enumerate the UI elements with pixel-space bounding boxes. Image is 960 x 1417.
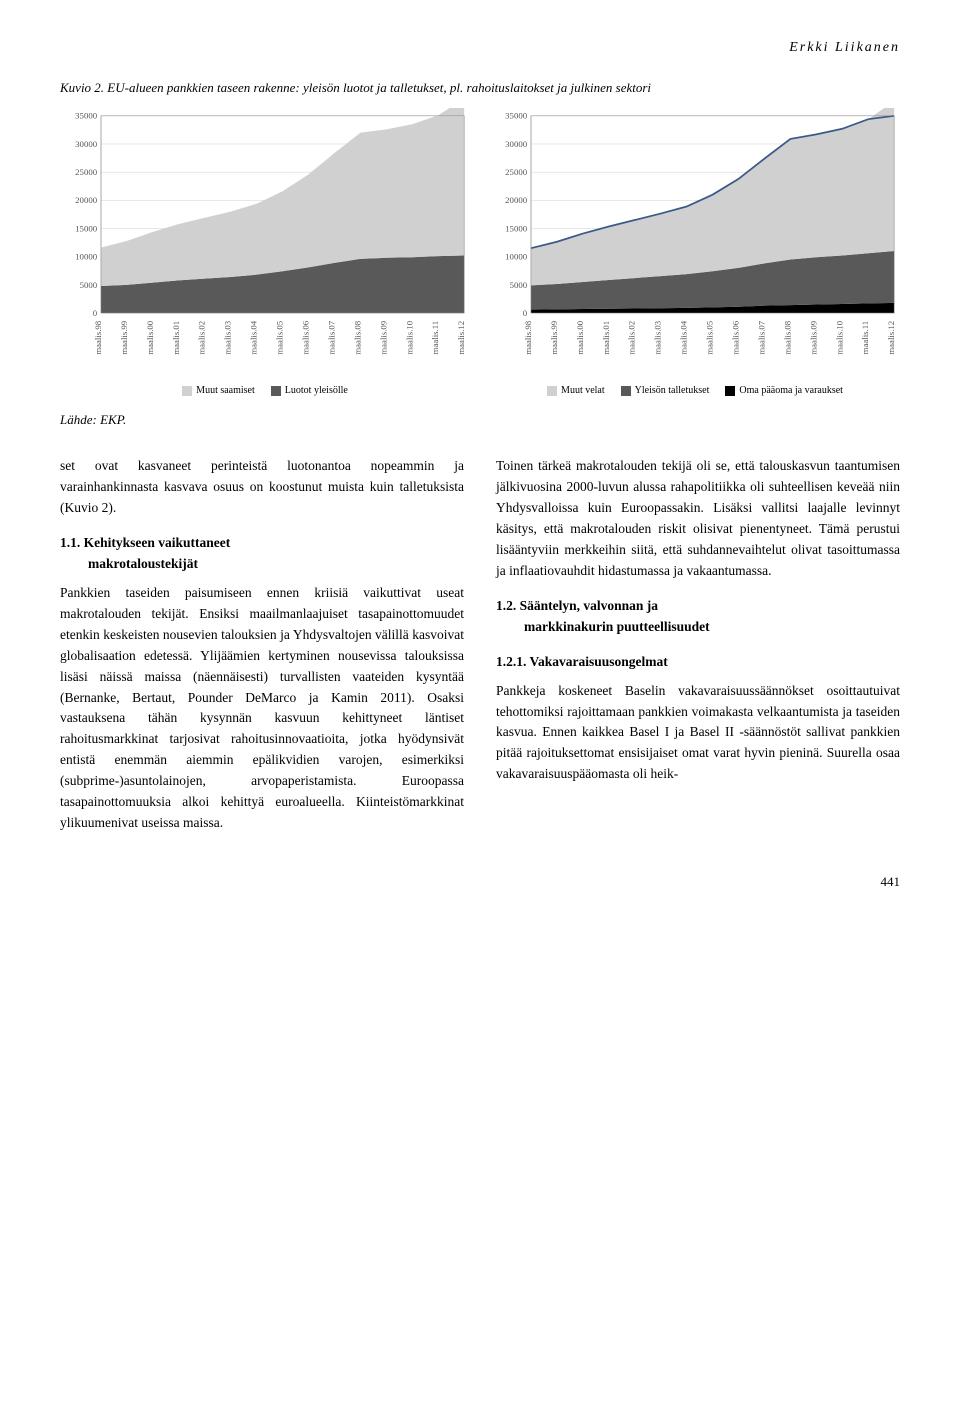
svg-text:25000: 25000: [505, 167, 528, 177]
figure-source: Lähde: EKP.: [60, 412, 900, 428]
svg-text:maalis.99: maalis.99: [119, 320, 129, 354]
legend-item: Oma pääoma ja varaukset: [725, 385, 843, 396]
svg-text:maalis.11: maalis.11: [430, 321, 440, 355]
chart-left-legend: Muut saamiset Luotot yleisölle: [60, 385, 470, 396]
heading-1-2-1: 1.2.1. Vakavaraisuusongelmat: [496, 652, 900, 673]
body-columns: set ovat kasvaneet perinteistä luotonant…: [60, 456, 900, 834]
legend-item: Luotot yleisölle: [271, 385, 348, 396]
heading-1-1-line2: makrotaloustekijät: [88, 556, 198, 571]
legend-label: Yleisön talletukset: [635, 385, 710, 396]
svg-text:25000: 25000: [75, 167, 98, 177]
svg-text:maalis.08: maalis.08: [782, 320, 792, 354]
svg-text:maalis.01: maalis.01: [601, 321, 611, 355]
svg-text:maalis.08: maalis.08: [352, 320, 362, 354]
svg-text:maalis.06: maalis.06: [731, 320, 741, 354]
svg-text:maalis.04: maalis.04: [249, 320, 259, 354]
svg-text:15000: 15000: [505, 223, 528, 233]
body-p2: Pankkien taseiden paisumiseen ennen krii…: [60, 583, 464, 834]
svg-text:maalis.00: maalis.00: [145, 320, 155, 354]
svg-text:maalis.07: maalis.07: [756, 320, 766, 354]
page-number: 441: [60, 874, 900, 890]
legend-label: Muut velat: [561, 385, 605, 396]
svg-text:maalis.12: maalis.12: [886, 321, 896, 355]
svg-text:maalis.03: maalis.03: [653, 320, 663, 354]
chart-right-svg: 0 5000 10000 15000 20000 25000 30000 35000 maali…: [490, 108, 900, 381]
legend-swatch: [725, 386, 735, 396]
chart-left: 0 5000 10000 15000 20000 25000 30000 35000 maali…: [60, 108, 470, 396]
body-p4: Pankkeja koskeneet Baselin vakavaraisuus…: [496, 681, 900, 786]
svg-text:10000: 10000: [75, 252, 98, 262]
svg-text:maalis.99: maalis.99: [549, 320, 559, 354]
svg-text:maalis.07: maalis.07: [326, 320, 336, 354]
svg-text:maalis.09: maalis.09: [808, 320, 818, 354]
legend-item: Yleisön talletukset: [621, 385, 710, 396]
legend-label: Luotot yleisölle: [285, 385, 348, 396]
svg-text:maalis.09: maalis.09: [378, 320, 388, 354]
legend-swatch: [182, 386, 192, 396]
svg-text:20000: 20000: [75, 195, 98, 205]
legend-swatch: [621, 386, 631, 396]
heading-1-1: 1.1. Kehitykseen vaikuttaneet makrotalou…: [60, 533, 464, 575]
svg-text:maalis.98: maalis.98: [93, 320, 103, 354]
body-p1: set ovat kasvaneet perinteistä luotonant…: [60, 456, 464, 519]
svg-text:maalis.10: maalis.10: [404, 320, 414, 354]
svg-text:10000: 10000: [505, 252, 528, 262]
legend-swatch: [547, 386, 557, 396]
svg-text:35000: 35000: [505, 111, 528, 121]
svg-text:0: 0: [523, 308, 528, 318]
svg-text:maalis.02: maalis.02: [197, 321, 207, 355]
chart-right: 0 5000 10000 15000 20000 25000 30000 35000 maali…: [490, 108, 900, 396]
legend-item: Muut saamiset: [182, 385, 255, 396]
legend-label: Oma pääoma ja varaukset: [739, 385, 843, 396]
heading-1-1-line1: 1.1. Kehitykseen vaikuttaneet: [60, 535, 230, 550]
svg-text:5000: 5000: [510, 280, 528, 290]
svg-text:maalis.05: maalis.05: [275, 320, 285, 354]
svg-text:maalis.03: maalis.03: [223, 320, 233, 354]
svg-text:20000: 20000: [505, 195, 528, 205]
chart-left-svg: 0 5000 10000 15000 20000 25000 30000 35000 maali…: [60, 108, 470, 381]
svg-text:35000: 35000: [75, 111, 98, 121]
svg-text:15000: 15000: [75, 223, 98, 233]
heading-1-2: 1.2. Sääntelyn, valvonnan ja markkinakur…: [496, 596, 900, 638]
figure-caption: Kuvio 2. EU-alueen pankkien taseen raken…: [60, 80, 900, 96]
svg-text:0: 0: [93, 308, 98, 318]
heading-1-2-line2: markkinakurin puutteellisuudet: [524, 619, 710, 634]
legend-label: Muut saamiset: [196, 385, 255, 396]
svg-text:maalis.02: maalis.02: [627, 321, 637, 355]
svg-text:maalis.04: maalis.04: [679, 320, 689, 354]
charts-row: 0 5000 10000 15000 20000 25000 30000 35000 maali…: [60, 108, 900, 396]
svg-text:30000: 30000: [505, 139, 528, 149]
legend-swatch: [271, 386, 281, 396]
svg-text:30000: 30000: [75, 139, 98, 149]
legend-item: Muut velat: [547, 385, 605, 396]
svg-text:maalis.00: maalis.00: [575, 320, 585, 354]
svg-text:maalis.05: maalis.05: [705, 320, 715, 354]
heading-1-2-line1: 1.2. Sääntelyn, valvonnan ja: [496, 598, 658, 613]
svg-text:maalis.06: maalis.06: [301, 320, 311, 354]
author-header: Erkki Liikanen: [60, 40, 900, 56]
svg-text:maalis.10: maalis.10: [834, 320, 844, 354]
svg-text:maalis.01: maalis.01: [171, 321, 181, 355]
svg-text:maalis.98: maalis.98: [523, 320, 533, 354]
svg-text:maalis.11: maalis.11: [860, 321, 870, 355]
svg-text:maalis.12: maalis.12: [456, 321, 466, 355]
svg-text:5000: 5000: [80, 280, 98, 290]
chart-right-legend: Muut velat Yleisön talletukset Oma pääom…: [490, 385, 900, 396]
body-p3: Toinen tärkeä makrotalouden tekijä oli s…: [496, 456, 900, 582]
